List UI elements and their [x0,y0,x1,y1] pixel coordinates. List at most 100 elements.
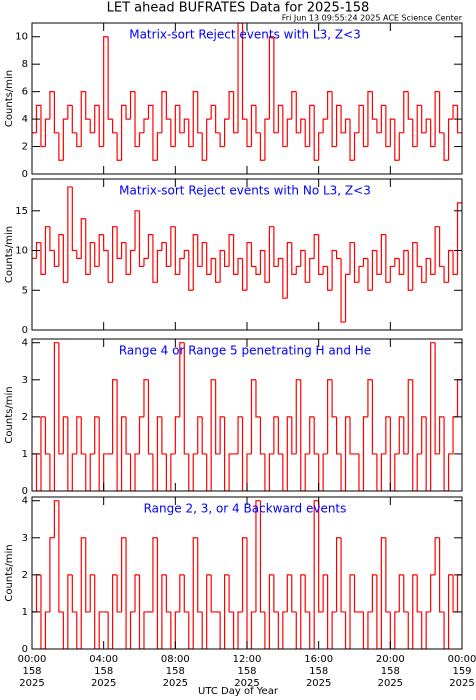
step-segment [129,611,136,649]
step-segment [327,266,333,291]
step-segment [165,91,171,120]
step-segment [344,416,351,491]
step-segment [327,574,333,649]
step-segment [394,257,400,267]
step-segment [58,342,64,455]
step-segment [188,250,194,291]
step-segment [376,119,382,134]
x-tick-label: 08:00 158 2025 [161,654,190,689]
step-segment [407,379,413,454]
step-segment [44,226,50,275]
step-segment [44,118,50,147]
step-segment [371,91,377,120]
step-segment [331,249,337,291]
step-segment [232,611,239,649]
step-segment [71,105,77,134]
step-segment [76,416,82,454]
y-tick-label: 0 [22,325,28,336]
step-segment [430,119,436,148]
step-segment [394,453,400,491]
step-segment [138,416,144,454]
step-segment [210,379,216,491]
x-tick-label-line: 08:00 [161,654,190,665]
step-segment [241,258,247,291]
step-segment [58,132,64,161]
y-tick-label: 4 [22,496,28,507]
step-segment [362,257,368,267]
step-segment [282,105,288,148]
step-segment [201,416,207,455]
step-segment [210,104,216,120]
step-segment [385,105,391,148]
step-segment [277,257,283,267]
step-segment [62,234,68,283]
step-segment [322,453,328,491]
step-segment [255,379,261,418]
step-segment [197,416,203,454]
step-segment [362,611,368,649]
plot-area [32,342,462,491]
step-segment [107,36,113,120]
x-tick-label-line: 04:00 [89,654,118,665]
step-segment [389,416,395,491]
step-segment [237,611,243,649]
step-segment [295,91,301,134]
step-segment [129,453,136,491]
step-segment [156,537,162,649]
step-segment [129,249,136,275]
step-segment [152,537,158,612]
step-segment [120,241,127,259]
step-segment [147,234,153,259]
step-segment [103,453,109,491]
step-segment [291,574,297,613]
step-segment [246,241,252,291]
step-segment [49,453,55,491]
x-tick-label: 12:00 158 2025 [233,654,262,689]
step-segment [152,453,158,491]
step-segment [183,574,189,613]
x-tick-label-line: 00:00 [18,654,47,665]
step-segment [250,379,256,454]
step-segment [192,234,198,291]
panel-title: Range 4 or Range 5 penetrating H and He [119,344,371,358]
step-segment [403,249,409,275]
y-tick-label: 0 [22,169,28,180]
step-segment [138,132,144,147]
step-segment [398,416,404,454]
step-segment [120,104,127,161]
step-segment [443,266,449,283]
step-segment [344,273,351,323]
step-segment [80,537,86,649]
step-segment [44,416,50,455]
step-segment [197,234,203,268]
step-segment [380,453,386,491]
x-tick-label-line: 20:00 [376,654,405,665]
step-segment [89,574,95,612]
step-segment [389,611,395,649]
step-segment [98,234,104,267]
x-tick-label-line: 2025 [19,678,44,689]
step-segment [237,416,243,454]
x-tick-label: 20:00 158 2025 [376,654,405,689]
step-segment [304,119,310,148]
step-segment [152,105,158,161]
step-segment [67,104,73,120]
step-segment [103,234,109,252]
x-tick-label-line: 2025 [449,678,474,689]
step-segment [264,250,270,283]
step-segment [353,242,359,283]
step-segment [367,91,373,147]
step-segment [134,91,140,148]
panel-title: Matrix-sort Reject events with No L3, Z<… [119,184,371,198]
step-segment [389,265,395,283]
step-segment [340,105,346,134]
step-segment [273,36,279,134]
step-segment [129,91,136,120]
step-segment [125,416,131,455]
step-segment [116,226,122,260]
step-segment [143,257,149,267]
step-segment [147,379,153,455]
step-segment [407,250,413,291]
step-segment [197,537,203,613]
y-tick-label: 0 [22,486,28,497]
